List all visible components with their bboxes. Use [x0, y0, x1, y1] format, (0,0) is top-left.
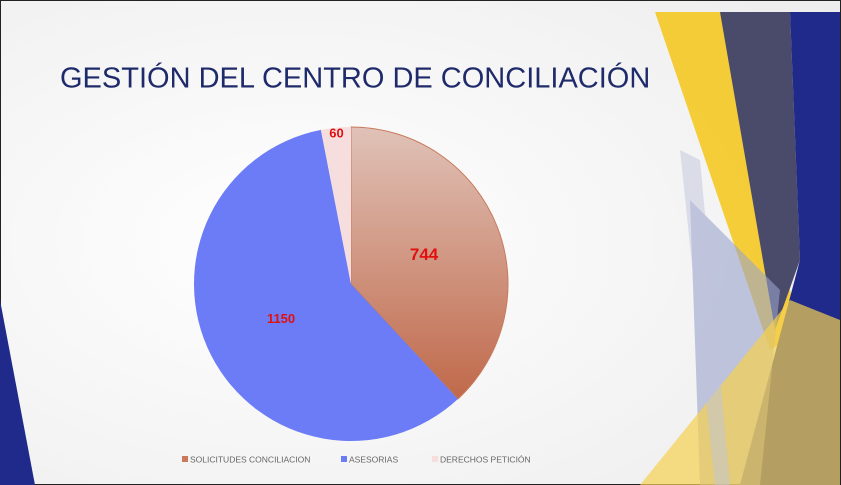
legend-label: ASESORIAS: [349, 454, 398, 464]
pie: 744 1150 60: [193, 125, 509, 442]
data-label: 744: [410, 245, 439, 264]
legend-swatch: [432, 456, 438, 462]
decoration: [0, 12, 840, 485]
pie-slice: [320, 127, 351, 284]
legend-label: SOLICITUDES CONCILIACION: [190, 454, 310, 464]
pie-slice: [193, 129, 458, 442]
legend-swatch: [341, 456, 347, 462]
chart-title: GESTIÓN DEL CENTRO DE CONCILIACIÓN: [60, 62, 650, 95]
data-label: 60: [329, 125, 343, 140]
legend: SOLICITUDES CONCILIACION ASESORIAS DERECHO…: [182, 454, 531, 464]
legend-swatch: [182, 456, 188, 462]
legend-label: DERECHOS PETICIÓN: [440, 454, 531, 464]
data-label: 1150: [267, 311, 295, 326]
pie-slice: [350, 126, 509, 400]
